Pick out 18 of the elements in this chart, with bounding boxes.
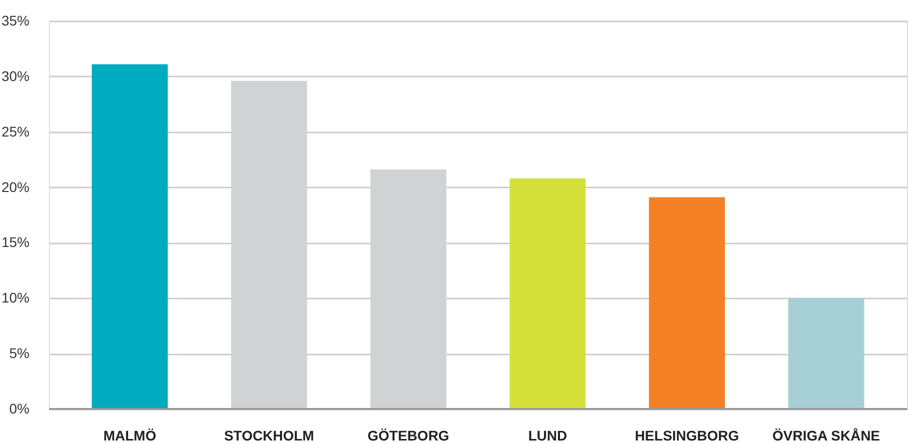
bar [510, 178, 586, 409]
x-tick-label: HELSINGBORG [634, 428, 740, 443]
x-tick-label: ÖVRIGA SKÅNE [772, 428, 880, 443]
y-tick-label: 30% [1, 68, 30, 84]
y-tick-label: 0% [9, 400, 30, 416]
bar [648, 197, 725, 409]
y-tick-label: 25% [1, 123, 30, 140]
x-tick-label: GÖTEBORG [368, 428, 450, 443]
y-tick-label: 10% [1, 290, 30, 306]
y-tick-label: 20% [1, 178, 30, 195]
bar [92, 64, 168, 409]
y-tick-label: 5% [9, 345, 30, 362]
y-tick-label: 15% [1, 234, 30, 250]
x-tick-label: STOCKHOLM [224, 428, 314, 443]
y-tick-label: 35% [1, 12, 30, 28]
bar [788, 298, 864, 409]
x-tick-label: LUND [528, 428, 568, 443]
x-tick-label: MALMÖ [103, 428, 156, 443]
